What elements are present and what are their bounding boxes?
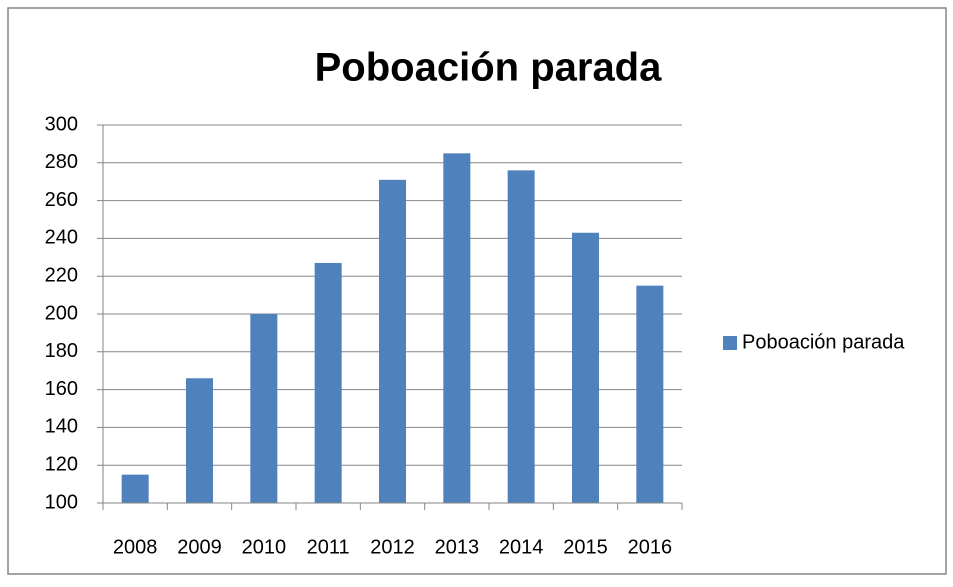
- bar: [250, 314, 278, 503]
- bar: [121, 474, 149, 503]
- legend-label: Poboación parada: [742, 331, 905, 353]
- y-tick-label: 100: [45, 491, 78, 513]
- x-tick-label: 2009: [177, 536, 222, 558]
- x-tick-label: 2014: [499, 536, 544, 558]
- bar: [443, 153, 471, 503]
- x-tick-label: 2013: [435, 536, 480, 558]
- chart-frame: [7, 7, 947, 575]
- x-tick-label: 2016: [628, 536, 673, 558]
- chart-title: Poboación parada: [315, 46, 662, 90]
- y-tick-label: 280: [45, 151, 78, 173]
- x-tick-label: 2008: [113, 536, 158, 558]
- x-tick-label: 2010: [242, 536, 287, 558]
- legend-swatch: [723, 336, 737, 350]
- x-tick-label: 2012: [370, 536, 415, 558]
- y-tick-label: 220: [45, 264, 78, 286]
- y-tick-label: 180: [45, 340, 78, 362]
- bar: [507, 170, 535, 504]
- bar: [572, 232, 599, 504]
- bar: [314, 262, 342, 503]
- bar: [636, 285, 664, 503]
- y-tick-label: 160: [45, 378, 78, 400]
- y-tick-label: 240: [45, 227, 78, 249]
- y-tick-label: 200: [45, 302, 78, 324]
- y-tick-label: 260: [45, 189, 78, 211]
- bar: [379, 179, 406, 503]
- y-tick-label: 140: [45, 416, 78, 438]
- x-tick-label: 2015: [563, 536, 608, 558]
- y-tick-label: 300: [45, 113, 78, 135]
- y-tick-label: 120: [45, 453, 78, 475]
- bar: [186, 378, 213, 503]
- x-tick-label: 2011: [307, 536, 350, 558]
